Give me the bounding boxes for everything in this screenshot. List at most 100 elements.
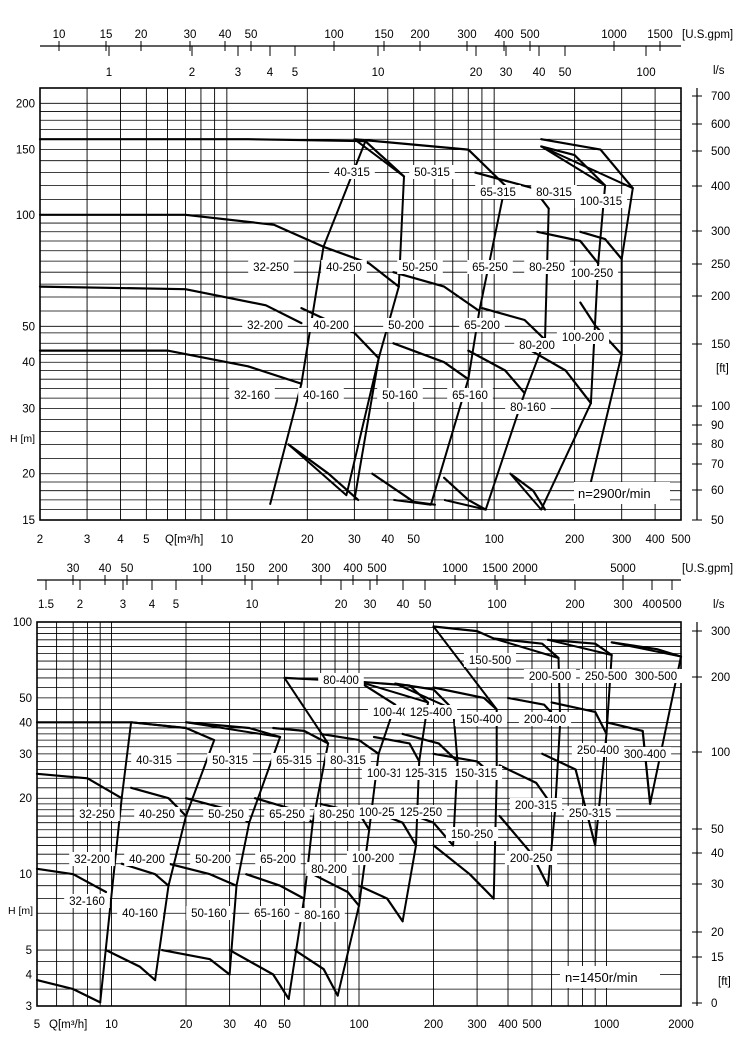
pump-label-bg (329, 165, 375, 179)
pump-label-100-200: 100-200 (562, 332, 604, 344)
pump-label-bg (523, 669, 577, 683)
pump-label-bg (190, 852, 236, 866)
ls-tick-label: 20 (470, 67, 483, 79)
pump-label-200-250: 200-250 (510, 853, 552, 865)
chart-2900-top-ticks: 10 15 20 30 40 50 100 150 200 300 400 500 1000 1500 1 2… (53, 29, 673, 79)
pump-curve-80-200 (523, 345, 592, 405)
pump-envelope-line (185, 721, 282, 975)
x-tick-label: 3 (84, 534, 90, 546)
pump-label-32-160: 32-160 (69, 896, 105, 908)
ft-tick-label: 250 (711, 259, 730, 271)
pump-label-bg (314, 807, 360, 821)
ft-tick-label: 200 (711, 672, 730, 684)
pump-label-bg (556, 330, 610, 344)
pump-curve-100-250 (579, 230, 623, 261)
ft-tick-label: 100 (711, 747, 730, 759)
pump-label-bg (134, 807, 180, 821)
y-tick-label: 40 (19, 717, 32, 729)
chart-1450-frame (36, 621, 682, 1007)
pump-envelope-line (394, 682, 459, 846)
pump-label-bg (504, 851, 558, 865)
pump-label-80-250: 80-250 (529, 262, 565, 274)
chart-2900-y-label: H [m] (10, 433, 35, 445)
pump-curve-200-250 (498, 814, 549, 887)
x-tick-label: 20 (301, 534, 314, 546)
ft-tick-label: 50 (711, 515, 724, 527)
pump-label-100-315: 100-315 (580, 196, 622, 208)
x-tick-label: 50 (278, 1019, 291, 1031)
pump-label-80-200: 80-200 (519, 340, 555, 352)
usgpm-tick-label: 50 (121, 563, 134, 575)
x-tick-label: 10 (220, 534, 233, 546)
pump-curve-50-200 (167, 862, 238, 887)
usgpm-tick-label: 150 (235, 563, 254, 575)
pump-envelope-line (353, 138, 405, 178)
pump-label-bg (563, 806, 617, 820)
pump-label-40-250: 40-250 (139, 809, 175, 821)
pump-curve-150-500 (432, 625, 495, 640)
y-tick-label: 40 (22, 357, 35, 369)
pump-label-bg (353, 805, 407, 819)
pump-label-65-200: 65-200 (464, 320, 500, 332)
pump-envelope-line (432, 625, 498, 899)
pump-curve-32-250 (38, 213, 325, 248)
pump-envelope-line (283, 677, 330, 1000)
ft-tick-label: 40 (711, 848, 724, 860)
y-tick-label: 5 (26, 945, 32, 957)
pump-curve-100-315 (372, 735, 421, 763)
pump-label-200-500: 200-500 (529, 671, 571, 683)
x-tick-label: 5 (34, 1019, 40, 1031)
ft-tick-label: 300 (711, 226, 730, 238)
pump-label-65-200: 65-200 (260, 854, 296, 866)
pump-curve-50-200 (392, 342, 470, 381)
pump-curve-300-400 (605, 721, 652, 805)
ls-tick-label: 4 (267, 67, 274, 79)
pump-envelope-line (269, 140, 367, 505)
y-tick-label: 50 (22, 321, 35, 333)
ft-tick-label: 400 (711, 181, 730, 193)
pump-label-80-400: 80-400 (323, 675, 359, 687)
pump-envelope-line (99, 721, 187, 1003)
pump-label-80-160: 80-160 (304, 910, 340, 922)
pump-curve-125-315 (401, 732, 459, 763)
ft-tick-label: 300 (711, 626, 730, 638)
pump-label-bg (475, 185, 521, 199)
usgpm-tick-label: 150 (374, 29, 393, 41)
x-tick-label: 300 (467, 1019, 486, 1031)
pump-label-50-315: 50-315 (414, 167, 450, 179)
pump-label-bg (505, 400, 551, 414)
pump-label-bg (249, 906, 295, 920)
chart-1450-pump-labels: 32-160 32-200 32-250 40-160 40-200 40-250 40-3… (64, 653, 683, 922)
chart-1450-ls-unit: l/s (713, 599, 725, 611)
ls-tick-label: 50 (559, 67, 572, 79)
ls-tick-label: 40 (533, 67, 546, 79)
pump-label-40-250: 40-250 (326, 262, 362, 274)
pump-label-bg (514, 338, 560, 352)
x-tick-label: 400 (498, 1019, 517, 1031)
pump-curve-250-400 (550, 701, 608, 735)
pump-label-40-160: 40-160 (122, 908, 158, 920)
chart-1450-top-ticks: 30 40 50 100 150 200 300 400 500 1000 1500 2000 5000… (38, 563, 682, 611)
ls-tick-label: 40 (397, 599, 410, 611)
pump-label-40-315: 40-315 (136, 755, 172, 767)
pump-label-bg (255, 852, 301, 866)
pump-label-32-200: 32-200 (74, 854, 110, 866)
pump-label-200-400: 200-400 (524, 714, 566, 726)
pump-label-bg (299, 908, 345, 922)
ls-tick-label: 2 (189, 67, 195, 79)
usgpm-tick-label: 400 (494, 29, 513, 41)
pump-label-bg (346, 851, 400, 865)
pump-label-150-250: 150-250 (451, 829, 493, 841)
pump-label-50-200: 50-200 (388, 320, 424, 332)
pump-curve-100-200 (357, 884, 404, 923)
pump-label-bg (404, 705, 458, 719)
pump-label-300-400: 300-400 (624, 749, 666, 761)
pump-label-40-315: 40-315 (334, 167, 370, 179)
pump-label-bg (454, 712, 508, 726)
pump-label-bg (325, 753, 371, 767)
usgpm-tick-label: 1500 (482, 563, 508, 575)
pump-label-bg (579, 669, 633, 683)
pump-curve-40-315 (38, 138, 406, 178)
pump-label-bg (264, 807, 310, 821)
pump-label-bg (565, 266, 619, 280)
